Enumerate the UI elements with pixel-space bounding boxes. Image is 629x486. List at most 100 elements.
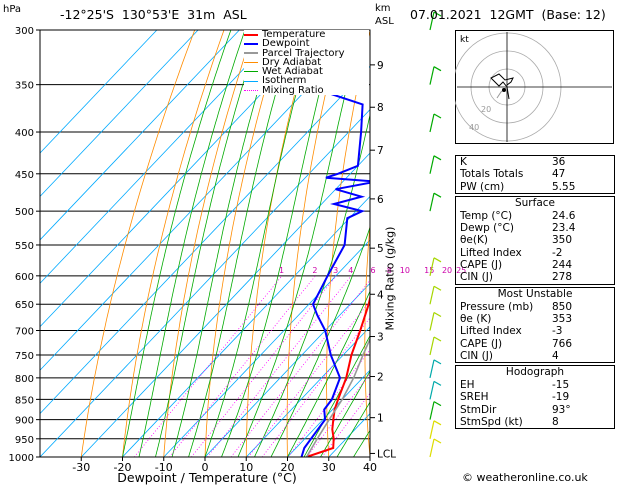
- wind-barb-icon: [429, 66, 435, 85]
- wind-barb-icon: [433, 311, 442, 318]
- isotherm-line: [40, 109, 370, 457]
- temperature-tick-label: 0: [202, 461, 209, 474]
- wet-adiabat-line: [237, 30, 361, 457]
- hodograph: kt 20 40: [455, 30, 614, 144]
- wet-adiabat-line: [303, 334, 370, 457]
- temperature-tick-label: 40: [363, 461, 377, 474]
- wind-barb-icon: [433, 285, 442, 291]
- pressure-tick-label: 350: [15, 81, 34, 92]
- surface-box: Surface Temp (°C) 24.6 Dewp (°C) 23.4 θe(K…: [455, 195, 615, 285]
- mu-row: Pressure (mb) 850: [456, 301, 614, 313]
- row-value: -2: [552, 246, 563, 259]
- row-label: θe (K): [460, 312, 492, 325]
- hodo-row: SREH -19: [456, 391, 614, 403]
- surface-row: Lifted Index -2: [456, 247, 614, 259]
- isotherm-line: [246, 326, 370, 457]
- pressure-tick-label: 400: [15, 128, 34, 139]
- wet-adiabat-line: [171, 30, 277, 457]
- wind-barb-icon: [433, 438, 442, 444]
- surface-row: Dewp (°C) 23.4: [456, 222, 614, 234]
- mixing-ratio-line: [287, 349, 370, 457]
- wind-barb-icon: [433, 359, 442, 365]
- dewpoint-line: [300, 30, 370, 457]
- mixing-ratio-line: [169, 275, 316, 457]
- isotherm-line: [204, 282, 370, 457]
- isotherm-line: [40, 30, 281, 284]
- mu-row: Lifted Index -3: [456, 325, 614, 337]
- mixing-ratio-tick-label: 8: [387, 266, 392, 275]
- row-value: -15: [552, 379, 570, 392]
- legend-item-isotherm: Isotherm: [244, 76, 369, 86]
- wet-adiabat-line: [254, 113, 370, 457]
- row-label: Lifted Index: [460, 246, 522, 259]
- index-label: K: [460, 156, 467, 168]
- row-value: -19: [552, 391, 570, 404]
- wind-barb-icon: [433, 336, 442, 342]
- surface-row: CAPE (J) 244: [456, 259, 614, 271]
- copyright-label: © weatheronline.co.uk: [462, 471, 588, 484]
- wet-adiabat-line: [221, 30, 336, 457]
- row-label: StmDir: [460, 403, 497, 416]
- row-label: Temp (°C): [460, 209, 513, 222]
- altitude-tick-label: 1: [377, 413, 384, 425]
- row-label: EH: [460, 379, 475, 392]
- wind-barb-icon: [429, 381, 435, 400]
- hodo-row: StmDir 93°: [456, 404, 614, 416]
- pressure-tick-label: 900: [15, 416, 34, 427]
- mixing-ratio-tick-label: 1: [279, 266, 284, 275]
- x-axis-label: Dewpoint / Temperature (°C): [117, 470, 297, 485]
- wind-barb-icon: [433, 11, 442, 17]
- index-value: 5.55: [552, 180, 576, 193]
- surface-title: Surface: [514, 196, 555, 209]
- wind-barb-icon: [433, 420, 442, 426]
- pressure-tick-label: 550: [15, 241, 34, 252]
- index-value: 36: [552, 156, 566, 168]
- altitude-tick-label: 4: [377, 289, 384, 301]
- hpa-unit-label: hPa: [3, 4, 22, 15]
- mixing-ratio-tick-label: 15: [424, 266, 434, 275]
- mixing-ratio-line: [248, 300, 370, 457]
- row-label: CAPE (J): [460, 259, 503, 272]
- asl-unit-label: ASL: [375, 16, 394, 27]
- isotherm-line: [40, 30, 323, 328]
- wind-barb-icon: [429, 155, 435, 174]
- wind-barb-icon: [429, 286, 435, 305]
- wind-barb-icon: [429, 401, 435, 420]
- hodograph-unit: kt: [460, 35, 469, 45]
- hodo-row: EH -15: [456, 379, 614, 391]
- legend-item-mixing-ratio: Mixing Ratio: [244, 85, 369, 95]
- hodo-row: StmSpd (kt) 8: [456, 416, 614, 428]
- temperature-line: [306, 293, 370, 457]
- index-value: 47: [552, 168, 566, 181]
- wind-barb-icon: [433, 257, 442, 263]
- legend-item-dewpoint: Dewpoint: [244, 39, 369, 49]
- temperature-tick-label: 10: [239, 461, 253, 474]
- index-label: PW (cm): [460, 180, 505, 193]
- pressure-tick-label: 450: [15, 170, 34, 181]
- wind-barb-icon: [429, 359, 435, 378]
- index-label: Totals Totals: [460, 168, 524, 181]
- temperature-tick-label: 30: [322, 461, 336, 474]
- isotherm-line: [163, 239, 370, 457]
- row-value: 278: [552, 271, 573, 284]
- hodograph-ring-label: 40: [469, 123, 479, 132]
- wet-adiabat-line: [287, 290, 370, 457]
- surface-row: CIN (J) 278: [456, 271, 614, 283]
- storm-motion-vector: [506, 86, 510, 100]
- legend-label: Parcel Trajectory: [262, 47, 345, 59]
- altitude-tick-label: 9: [377, 60, 384, 72]
- altitude-tick-label: 7: [377, 145, 384, 157]
- wind-barb-icon: [429, 113, 435, 133]
- mixing-ratio-tick-label: 3: [333, 266, 338, 275]
- row-value: 4: [552, 349, 559, 362]
- row-value: 24.6: [552, 209, 576, 222]
- km-unit-label: km: [375, 3, 391, 14]
- pressure-tick-label: 800: [15, 374, 34, 385]
- wind-barb-icon: [429, 312, 435, 331]
- pressure-tick-label: 650: [15, 300, 34, 311]
- row-value: 850: [552, 300, 573, 313]
- row-value: 766: [552, 337, 573, 350]
- mixing-ratio-line: [321, 392, 370, 457]
- mu-row: θe (K) 353: [456, 313, 614, 325]
- altitude-tick-label: 5: [377, 243, 384, 255]
